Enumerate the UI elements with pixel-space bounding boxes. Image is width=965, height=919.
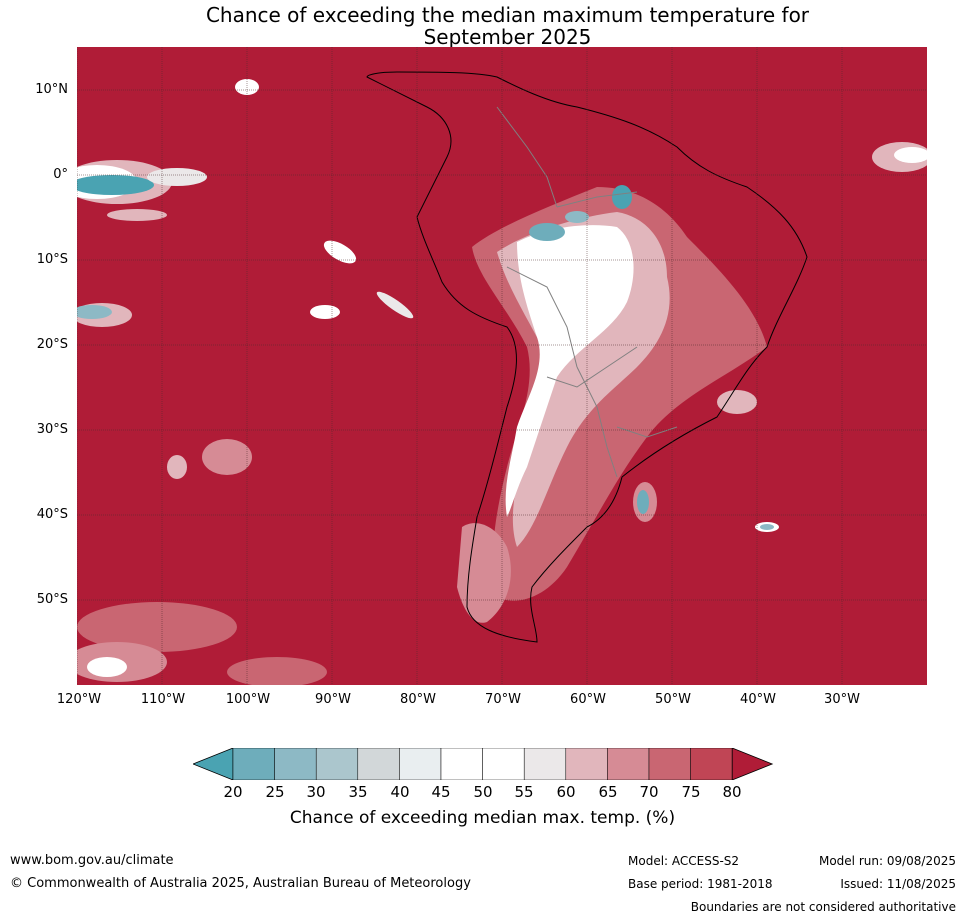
lon-label: 40°W xyxy=(740,692,776,707)
lon-label: 100°W xyxy=(225,692,271,707)
website-text: www.bom.gov.au/climate xyxy=(10,853,174,868)
colorbar-segment xyxy=(232,748,275,780)
lon-label: 60°W xyxy=(570,692,606,707)
coastline xyxy=(366,71,808,643)
lat-label: 10°N xyxy=(35,82,68,97)
colorbar-segment xyxy=(648,748,691,780)
lon-label: 90°W xyxy=(315,692,351,707)
colorbar-segment xyxy=(440,748,483,780)
lat-label: 30°S xyxy=(36,422,68,437)
country-borders xyxy=(496,106,678,478)
model-text: Model: ACCESS-S2 xyxy=(628,854,740,868)
ocean-anomaly-patches xyxy=(77,79,927,685)
colorbar-tick: 45 xyxy=(431,783,451,801)
map-panel xyxy=(77,47,927,685)
title-line-2: September 2025 xyxy=(423,25,592,49)
lon-label: 70°W xyxy=(485,692,521,707)
issued-text: Issued: 11/08/2025 xyxy=(840,877,956,891)
colorbar-segment xyxy=(315,748,359,780)
model-run-text: Model run: 09/08/2025 xyxy=(818,854,956,868)
colorbar-segment xyxy=(690,748,733,780)
colorbar-tick: 60 xyxy=(556,783,576,801)
colorbar-label: Chance of exceeding median max. temp. (%… xyxy=(289,808,676,828)
graticule xyxy=(77,47,927,685)
colorbar-tick: 25 xyxy=(265,783,285,801)
colorbar-tick: 65 xyxy=(598,783,618,801)
lon-label: 120°W xyxy=(56,692,102,707)
colorbar-arrow-low xyxy=(193,748,234,780)
colorbar-tick: 35 xyxy=(348,783,368,801)
colorbar-segment xyxy=(565,748,608,780)
colorbar-tick: 30 xyxy=(306,783,326,801)
colorbar-segment xyxy=(607,748,650,780)
base-period-text: Base period: 1981-2018 xyxy=(628,877,773,891)
colorbar-segment xyxy=(357,748,400,780)
lon-label: 30°W xyxy=(824,692,860,707)
colorbar-tick: 80 xyxy=(722,783,742,801)
lat-label: 50°S xyxy=(36,592,68,607)
colorbar-tick: 55 xyxy=(514,783,534,801)
lon-label: 50°W xyxy=(655,692,691,707)
title-line-1: Chance of exceeding the median maximum t… xyxy=(205,3,810,27)
copyright-text: © Commonwealth of Australia 2025, Austra… xyxy=(10,876,471,891)
lat-label: 40°S xyxy=(36,507,68,522)
disclaimer-text: Boundaries are not considered authoritat… xyxy=(690,900,956,914)
colorbar-segment xyxy=(274,748,317,780)
lon-label: 110°W xyxy=(140,692,186,707)
map-title: Chance of exceeding the median maximum t… xyxy=(0,4,965,48)
colorbar-tick: 50 xyxy=(473,783,493,801)
colorbar-segment xyxy=(399,748,442,780)
colorbar-tick: 75 xyxy=(681,783,701,801)
colorbar xyxy=(193,748,774,780)
colorbar-arrow-high xyxy=(731,748,774,780)
lon-label: 80°W xyxy=(400,692,436,707)
lat-label: 20°S xyxy=(36,337,68,352)
colorbar-segment xyxy=(523,748,567,780)
lat-label: 0° xyxy=(53,167,68,182)
colorbar-tick: 40 xyxy=(390,783,410,801)
lat-label: 10°S xyxy=(36,252,68,267)
colorbar-segment xyxy=(482,748,525,780)
map-figure xyxy=(77,47,927,685)
colorbar-tick: 70 xyxy=(639,783,659,801)
colorbar-tick: 20 xyxy=(223,783,243,801)
